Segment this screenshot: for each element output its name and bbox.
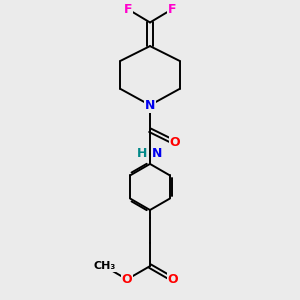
Text: F: F xyxy=(168,3,176,16)
Text: CH₃: CH₃ xyxy=(93,261,115,271)
Text: N: N xyxy=(145,99,155,112)
Text: O: O xyxy=(170,136,180,149)
Text: F: F xyxy=(124,3,132,16)
Text: O: O xyxy=(168,273,178,286)
Text: H: H xyxy=(137,147,148,161)
Text: N: N xyxy=(152,147,163,161)
Text: O: O xyxy=(122,273,132,286)
